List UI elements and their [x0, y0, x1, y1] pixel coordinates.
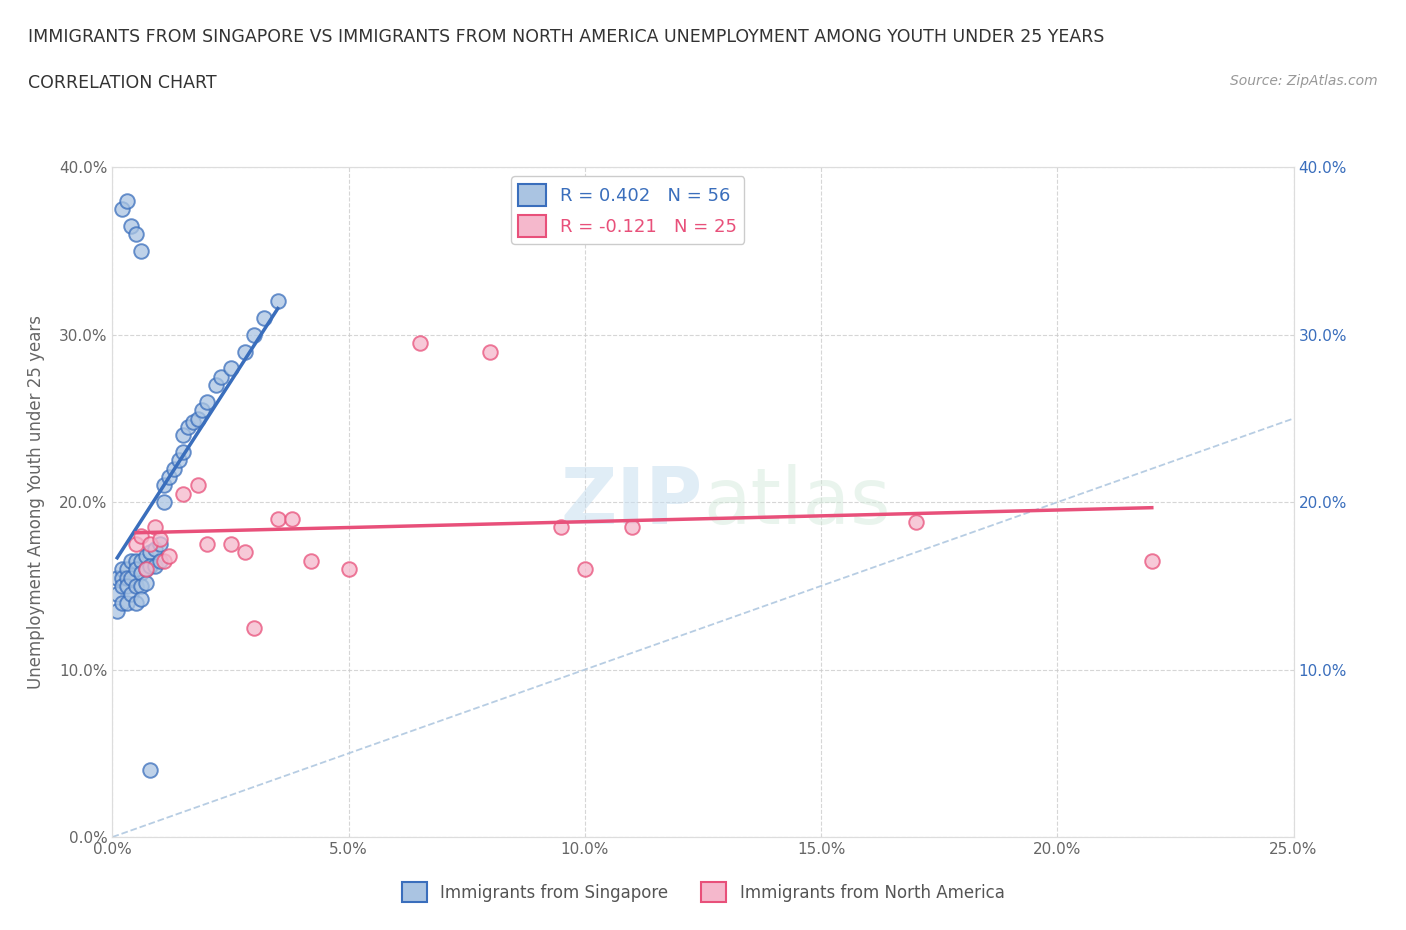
Point	[172, 445, 194, 459]
Point	[143, 558, 166, 573]
Point	[153, 478, 176, 493]
Point	[135, 549, 157, 564]
Text: atlas: atlas	[703, 464, 890, 540]
Point	[120, 553, 142, 568]
Point	[125, 537, 148, 551]
Point	[139, 558, 162, 573]
Point	[149, 532, 172, 547]
Point	[139, 537, 162, 551]
Point	[125, 578, 148, 593]
Point	[149, 537, 172, 551]
Point	[120, 219, 142, 233]
Point	[205, 378, 228, 392]
Point	[243, 327, 266, 342]
Point	[111, 570, 134, 585]
Point	[105, 604, 128, 618]
Point	[233, 545, 256, 560]
Point	[105, 570, 128, 585]
Point	[153, 553, 176, 568]
Point	[135, 562, 157, 577]
Point	[1140, 553, 1163, 568]
Point	[129, 578, 152, 593]
Point	[125, 227, 148, 242]
Point	[129, 565, 152, 580]
Point	[219, 537, 242, 551]
Point	[177, 419, 200, 434]
Point	[172, 486, 194, 501]
Point	[181, 415, 204, 430]
Point	[172, 428, 194, 443]
Point	[186, 411, 208, 426]
Point	[267, 512, 290, 526]
Point	[479, 344, 502, 359]
Point	[550, 520, 572, 535]
Point	[219, 361, 242, 376]
Point	[115, 562, 138, 577]
Point	[233, 344, 256, 359]
Point	[621, 520, 644, 535]
Point	[139, 763, 162, 777]
Point	[111, 202, 134, 217]
Point	[129, 244, 152, 259]
Legend: Immigrants from Singapore, Immigrants from North America: Immigrants from Singapore, Immigrants fr…	[395, 875, 1011, 909]
Point	[129, 553, 152, 568]
Point	[904, 515, 927, 530]
Point	[253, 311, 276, 325]
Point	[135, 575, 157, 590]
Point	[143, 520, 166, 535]
Text: IMMIGRANTS FROM SINGAPORE VS IMMIGRANTS FROM NORTH AMERICA UNEMPLOYMENT AMONG YO: IMMIGRANTS FROM SINGAPORE VS IMMIGRANTS …	[28, 28, 1105, 46]
Point	[191, 403, 214, 418]
Point	[105, 587, 128, 602]
Point	[408, 336, 430, 351]
Point	[195, 394, 218, 409]
Point	[195, 537, 218, 551]
Point	[125, 595, 148, 610]
Point	[111, 562, 134, 577]
Point	[167, 453, 190, 468]
Point	[143, 541, 166, 556]
Text: CORRELATION CHART: CORRELATION CHART	[28, 74, 217, 92]
Point	[149, 553, 172, 568]
Point	[574, 562, 596, 577]
Point	[120, 570, 142, 585]
Point	[115, 193, 138, 208]
Text: Source: ZipAtlas.com: Source: ZipAtlas.com	[1230, 74, 1378, 88]
Point	[299, 553, 322, 568]
Point	[129, 528, 152, 543]
Point	[111, 578, 134, 593]
Point	[135, 562, 157, 577]
Point	[243, 620, 266, 635]
Point	[157, 470, 180, 485]
Point	[209, 369, 232, 384]
Point	[139, 545, 162, 560]
Point	[115, 570, 138, 585]
Point	[153, 495, 176, 510]
Y-axis label: Unemployment Among Youth under 25 years: Unemployment Among Youth under 25 years	[27, 315, 45, 689]
Point	[163, 461, 186, 476]
Point	[111, 595, 134, 610]
Point	[129, 591, 152, 606]
Point	[267, 294, 290, 309]
Point	[125, 553, 148, 568]
Point	[186, 478, 208, 493]
Point	[337, 562, 360, 577]
Point	[281, 512, 304, 526]
Point	[157, 549, 180, 564]
Point	[115, 595, 138, 610]
Point	[120, 587, 142, 602]
Text: ZIP: ZIP	[561, 464, 703, 540]
Point	[125, 562, 148, 577]
Point	[115, 578, 138, 593]
